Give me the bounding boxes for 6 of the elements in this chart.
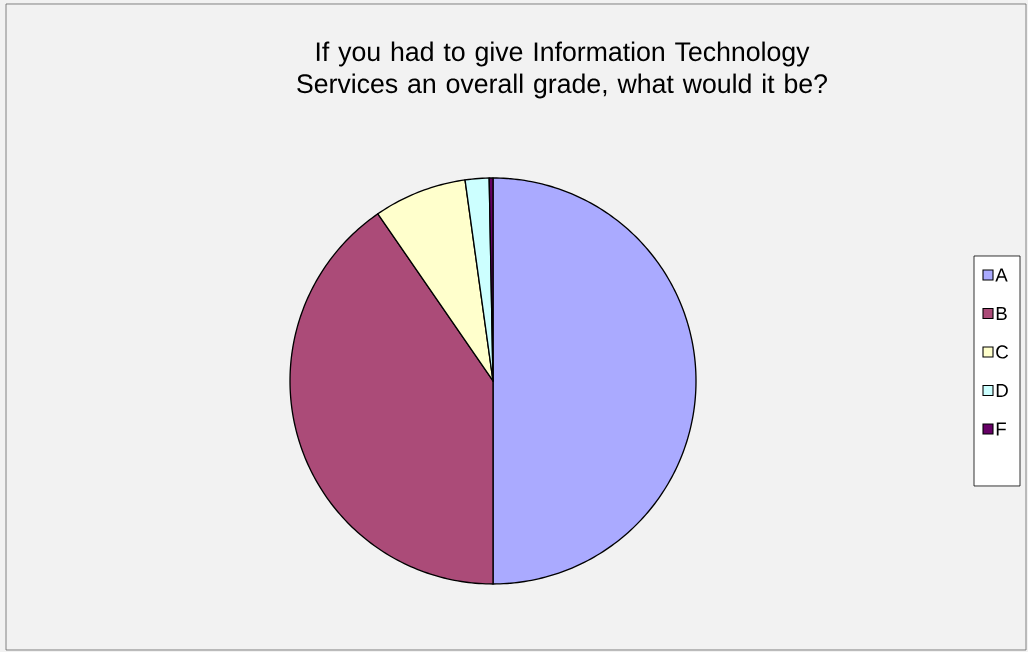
chart-title: If you had to give Information Technology Services an overall grade, what would it be? [297,41,827,99]
legend-label: A [995,268,1008,282]
legend-label: C [996,345,1009,359]
legend-label: D [996,384,1008,397]
legend-label: B [996,307,1007,320]
legend-label: F [996,422,1006,436]
